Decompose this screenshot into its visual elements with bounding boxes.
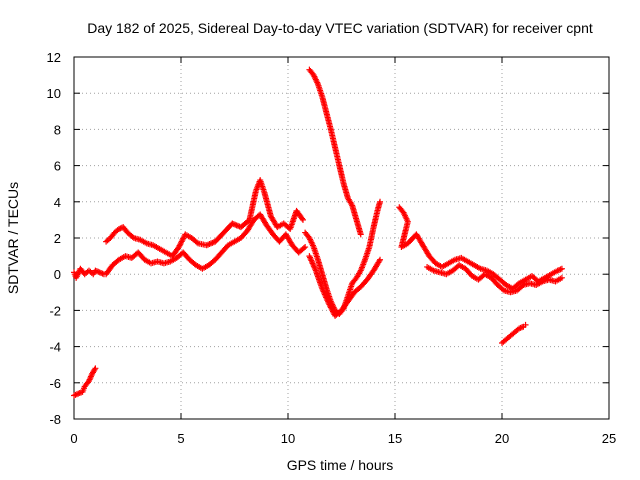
chart-title: Day 182 of 2025, Sidereal Day-to-day VTE… bbox=[87, 20, 593, 36]
series-seg-early-base bbox=[71, 265, 107, 281]
series-seg-early-low bbox=[71, 365, 99, 399]
tick-labels: 0 5 10 15 20 25 -8 -6 -4 -2 0 2 4 6 8 10 12 bbox=[47, 50, 617, 446]
x-axis-title: GPS time / hours bbox=[287, 457, 394, 473]
data-point bbox=[558, 265, 565, 272]
y-tick-label: -6 bbox=[49, 376, 61, 391]
data-point bbox=[302, 244, 309, 251]
y-tick-label: 12 bbox=[47, 50, 61, 65]
x-tick-label: 5 bbox=[177, 431, 184, 446]
y-axis-title: SDTVAR / TECUs bbox=[5, 182, 21, 294]
data-point bbox=[522, 321, 529, 328]
y-tick-label: 6 bbox=[54, 159, 61, 174]
data-point bbox=[299, 216, 306, 223]
series-seg-midday-dip bbox=[302, 198, 384, 318]
data-point bbox=[299, 215, 306, 222]
data-point bbox=[357, 231, 364, 238]
data-point bbox=[92, 365, 99, 372]
x-tick-label: 20 bbox=[495, 431, 509, 446]
series-seg-morning-lower bbox=[103, 211, 309, 278]
y-tick-label: 4 bbox=[54, 195, 61, 210]
data-marks bbox=[71, 66, 565, 399]
y-tick-label: -4 bbox=[49, 340, 61, 355]
y-tick-label: 2 bbox=[54, 231, 61, 246]
series-seg-late-low bbox=[499, 321, 529, 346]
data-point bbox=[377, 256, 384, 263]
y-tick-label: 10 bbox=[47, 86, 61, 101]
y-tick-label: 0 bbox=[54, 267, 61, 282]
data-point bbox=[558, 274, 565, 281]
y-tick-label: -2 bbox=[49, 303, 61, 318]
grid bbox=[74, 57, 609, 419]
y-tick-label: 8 bbox=[54, 122, 61, 137]
data-point bbox=[376, 258, 383, 265]
series-seg-morning-upper bbox=[103, 177, 306, 260]
y-tick-label: -8 bbox=[49, 412, 61, 427]
x-tick-label: 0 bbox=[70, 431, 77, 446]
data-point bbox=[91, 366, 98, 373]
data-point bbox=[377, 198, 384, 205]
x-tick-label: 15 bbox=[388, 431, 402, 446]
series-seg-midday-dip-inner bbox=[306, 253, 384, 319]
data-point bbox=[300, 245, 307, 252]
x-tick-label: 10 bbox=[281, 431, 295, 446]
series-seg-afternoon-lower bbox=[424, 262, 565, 296]
x-tick-label: 25 bbox=[602, 431, 616, 446]
series-seg-high-arc bbox=[306, 66, 364, 238]
series-seg-afternoon bbox=[396, 204, 565, 292]
